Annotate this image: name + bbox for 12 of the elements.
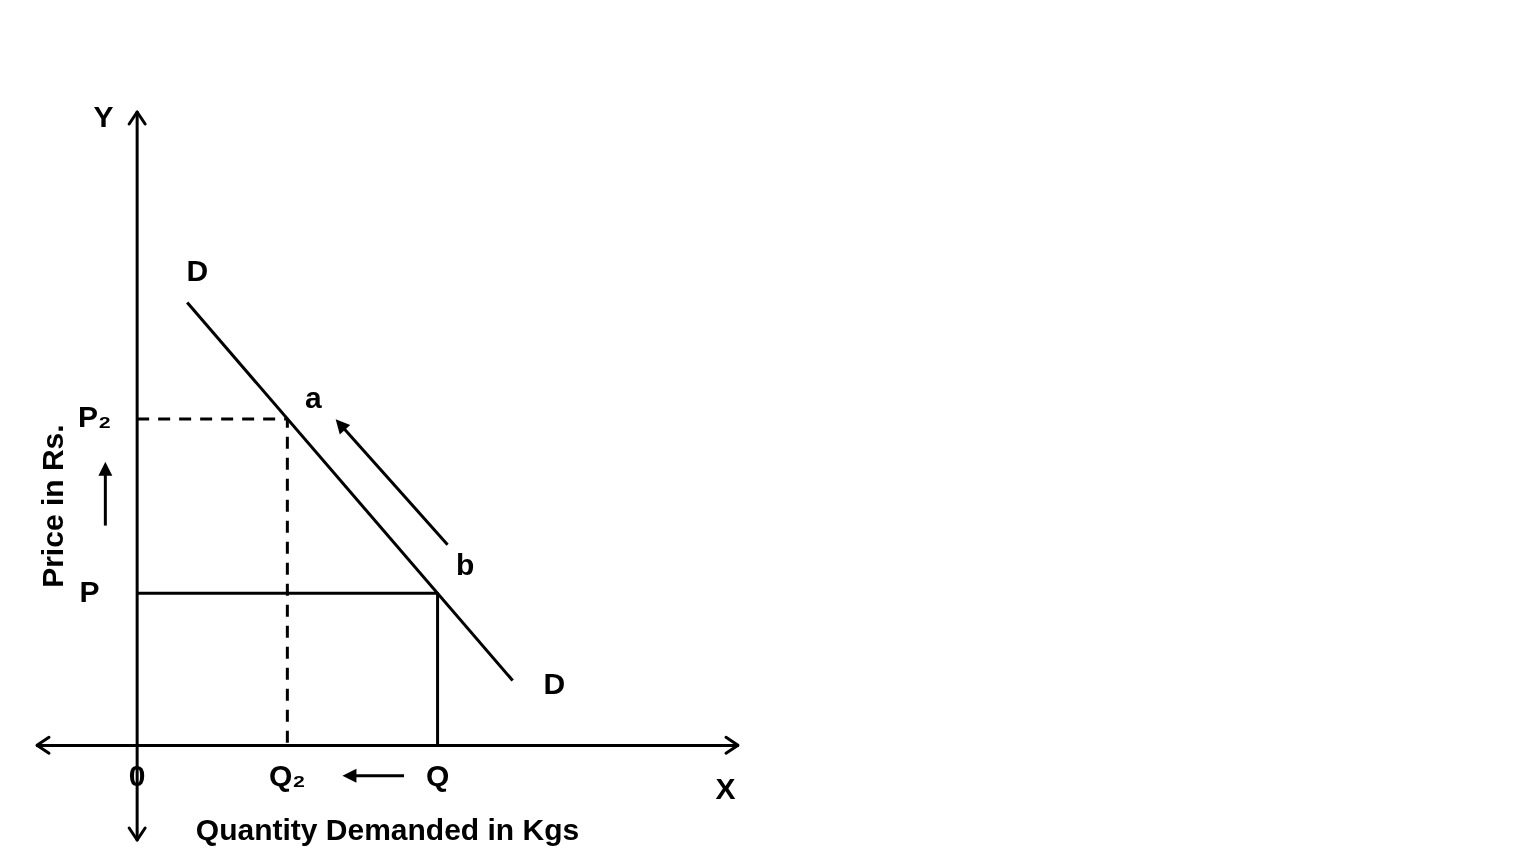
annotation: b	[455, 547, 475, 581]
annotation: a	[305, 381, 323, 415]
y-axis-title: Price in Rs.	[36, 424, 70, 588]
x-tick-label: Q₂	[269, 758, 306, 792]
annotation: P	[79, 574, 100, 608]
text: D	[186, 254, 209, 288]
text: Y	[93, 100, 114, 134]
x-tick-label: Q	[425, 758, 450, 792]
x-axis-title: Quantity Demanded in Kgs	[195, 812, 580, 846]
annotation: P₂	[77, 400, 112, 434]
text: X	[715, 772, 736, 806]
annotation: D	[543, 667, 566, 701]
